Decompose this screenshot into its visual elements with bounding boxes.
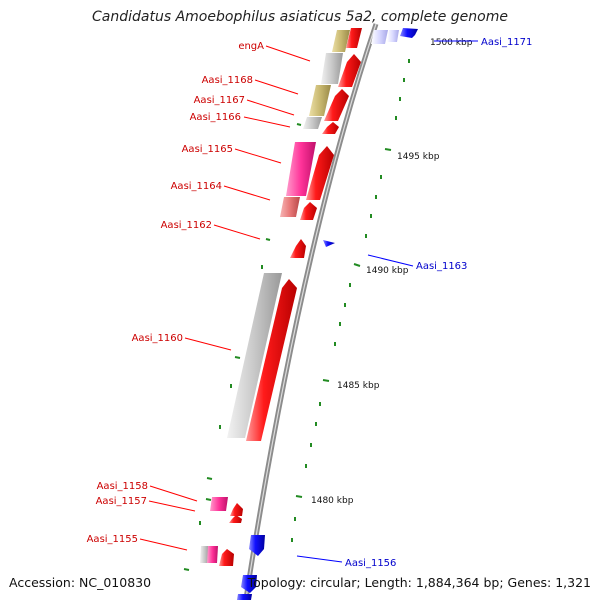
- rna-feature: [210, 497, 228, 511]
- gene-label-Aasi_1156: Aasi_1156: [345, 558, 396, 569]
- gene-labels: engA Aasi_1168 Aasi_1167 Aasi_1166 Aasi_…: [87, 37, 533, 569]
- gray-feature: [321, 53, 343, 84]
- accession-text: Accession: NC_010830: [9, 575, 152, 590]
- rna-feature: [286, 142, 316, 196]
- gene-label-Aasi_1166: Aasi_1166: [190, 112, 241, 123]
- gene-label-Aasi_1155: Aasi_1155: [87, 534, 138, 545]
- lavender-feature: [371, 30, 388, 44]
- gene-arrow-engA[interactable]: [346, 28, 362, 48]
- gene-arrow-Aasi_1164[interactable]: [300, 202, 317, 220]
- gene-arrow-Aasi_1163[interactable]: [323, 240, 335, 247]
- gene-label-Aasi_1164: Aasi_1164: [171, 181, 222, 192]
- gene-label-engA: engA: [238, 41, 264, 52]
- lavender-feature: [387, 30, 399, 42]
- ruler-label-1485: 1485 kbp: [337, 381, 380, 391]
- gene-label-Aasi_1171: Aasi_1171: [481, 37, 532, 48]
- khaki-feature: [309, 85, 331, 116]
- gene-arrow-partial-bottom-2[interactable]: [237, 594, 252, 600]
- ruler-label-1500: 1500 kbp: [430, 38, 473, 48]
- genome-summary-text: Topology: circular; Length: 1,884,364 bp…: [247, 575, 591, 590]
- label-leaders: [139, 40, 478, 563]
- ruler-ticks: [183, 59, 410, 571]
- gene-arrow-Aasi_1171[interactable]: [400, 28, 418, 38]
- gene-label-Aasi_1165: Aasi_1165: [182, 144, 233, 155]
- gray-feature: [227, 273, 282, 438]
- genome-backbone-highlight: [245, 23, 377, 600]
- ruler-label-1495: 1495 kbp: [397, 152, 440, 162]
- gray-feature: [200, 546, 209, 563]
- rna-feature: [207, 546, 218, 563]
- map-title: Candidatus Amoebophilus asiaticus 5a2, c…: [92, 9, 508, 25]
- gene-arrow-Aasi_1162[interactable]: [290, 239, 306, 258]
- gene-label-Aasi_1160: Aasi_1160: [132, 333, 183, 344]
- ruler-label-1480: 1480 kbp: [311, 496, 354, 506]
- gene-label-Aasi_1163: Aasi_1163: [416, 261, 467, 272]
- gene-arrows[interactable]: [219, 28, 418, 600]
- gene-label-Aasi_1157: Aasi_1157: [96, 496, 147, 507]
- gray-feature: [303, 117, 322, 129]
- gene-arrow-Aasi_1156[interactable]: [249, 535, 265, 556]
- gene-label-Aasi_1168: Aasi_1168: [202, 75, 253, 86]
- gene-arrow-Aasi_1167[interactable]: [324, 89, 349, 121]
- gene-label-Aasi_1162: Aasi_1162: [161, 220, 212, 231]
- gene-arrow-Aasi_1166[interactable]: [322, 122, 339, 134]
- gene-arrow-Aasi_1155[interactable]: [219, 549, 234, 566]
- khaki-feature: [332, 30, 350, 52]
- gene-arrow-Aasi_1158[interactable]: [230, 503, 243, 516]
- gene-arrow-Aasi_1168[interactable]: [338, 54, 361, 87]
- gene-arrow-Aasi_1160[interactable]: [246, 279, 297, 441]
- salmon-feature: [280, 197, 300, 217]
- feature-track: [200, 30, 399, 563]
- ruler-labels: 1500 kbp 1495 kbp 1490 kbp 1485 kbp 1480…: [311, 38, 473, 506]
- gene-label-Aasi_1167: Aasi_1167: [194, 95, 245, 106]
- gene-label-Aasi_1158: Aasi_1158: [97, 481, 148, 492]
- gene-arrow-Aasi_1157[interactable]: [229, 515, 242, 523]
- ruler-label-1490: 1490 kbp: [366, 266, 409, 276]
- gene-arrow-partial-bottom[interactable]: [241, 575, 257, 593]
- gene-arrow-Aasi_1165[interactable]: [306, 146, 334, 200]
